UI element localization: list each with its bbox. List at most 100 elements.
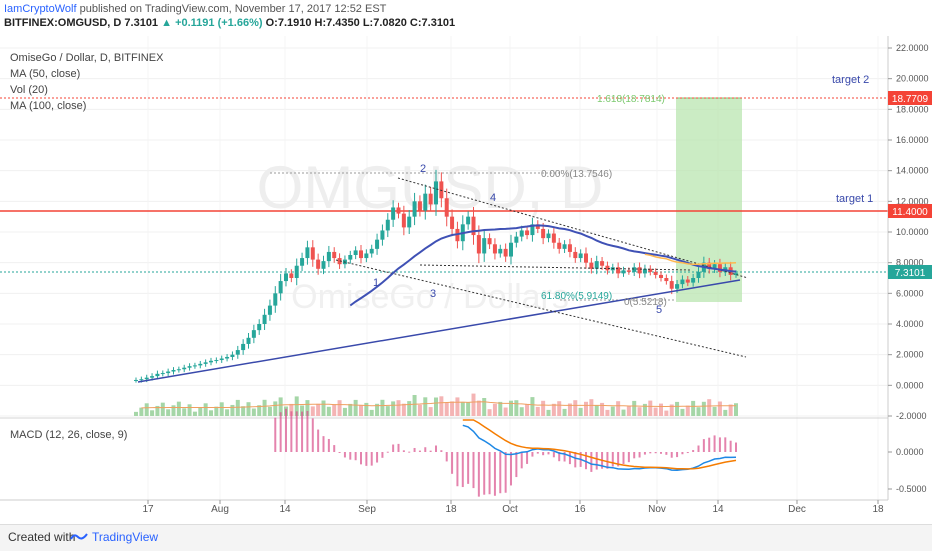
candle-body[interactable]: [444, 198, 449, 217]
candle-body[interactable]: [476, 235, 481, 254]
candle-body[interactable]: [653, 271, 658, 275]
candle-body[interactable]: [182, 367, 187, 370]
candle-body[interactable]: [396, 207, 401, 214]
candle-body[interactable]: [257, 324, 262, 331]
candle-body[interactable]: [241, 343, 246, 351]
candle-body[interactable]: [139, 379, 144, 381]
candle-body[interactable]: [439, 181, 444, 199]
candle-body[interactable]: [434, 181, 438, 205]
candle-body[interactable]: [337, 258, 342, 265]
candle-body[interactable]: [487, 238, 492, 245]
candle-body[interactable]: [353, 250, 358, 255]
candle-body[interactable]: [659, 274, 663, 278]
candle-body[interactable]: [584, 253, 588, 263]
candle-body[interactable]: [567, 244, 572, 252]
price-axis[interactable]: 22.0000 20.0000 18.0000 16.0000 14.0000 12.00…: [888, 43, 929, 421]
macd-axis[interactable]: 0.0000 -0.5000: [888, 447, 927, 494]
candle-body[interactable]: [369, 248, 374, 254]
ma50-line[interactable]: [349, 224, 737, 307]
candle-body[interactable]: [734, 273, 738, 275]
time-axis[interactable]: 17 Aug 14 Sep 18 Oct 16 Nov 14 Dec 18: [142, 500, 884, 515]
candle-body[interactable]: [348, 255, 353, 260]
candle-body[interactable]: [198, 363, 203, 366]
candle-body[interactable]: [535, 224, 540, 229]
candle-body[interactable]: [278, 281, 283, 294]
ma100-line[interactable]: [644, 253, 737, 266]
candle-body[interactable]: [214, 360, 219, 362]
candle-body[interactable]: [219, 358, 224, 361]
candle-body[interactable]: [605, 265, 610, 271]
candle-body[interactable]: [391, 207, 396, 220]
legend-macd[interactable]: MACD (12, 26, close, 9): [10, 429, 127, 441]
candle-body[interactable]: [450, 216, 455, 229]
candle-body[interactable]: [187, 366, 192, 368]
candle-body[interactable]: [310, 247, 315, 260]
candle-body[interactable]: [530, 224, 535, 236]
upper-channel-line[interactable]: [397, 177, 749, 279]
candle-body[interactable]: [675, 284, 680, 289]
candle-body[interactable]: [589, 262, 594, 269]
candle-body[interactable]: [514, 236, 519, 243]
candle-body[interactable]: [359, 250, 363, 259]
candle-body[interactable]: [616, 267, 621, 274]
candle-body[interactable]: [134, 379, 138, 381]
candle-body[interactable]: [471, 216, 476, 236]
candle-body[interactable]: [423, 193, 428, 211]
tradingview-link[interactable]: TradingView: [92, 530, 159, 544]
candle-body[interactable]: [648, 268, 653, 272]
candle-body[interactable]: [385, 219, 390, 231]
candle-body[interactable]: [176, 369, 181, 371]
candle-body[interactable]: [246, 337, 251, 344]
candle-body[interactable]: [225, 356, 230, 359]
candle-body[interactable]: [144, 377, 149, 380]
candle-body[interactable]: [691, 278, 696, 283]
candle-body[interactable]: [375, 239, 380, 249]
candle-body[interactable]: [235, 350, 240, 355]
candle-body[interactable]: [267, 305, 272, 315]
candle-body[interactable]: [203, 362, 208, 364]
candle-body[interactable]: [289, 273, 294, 278]
chart-frame[interactable]: OMGUSD, D OmiseGo / Dollars target 2 tar…: [0, 36, 932, 524]
candle-body[interactable]: [621, 270, 626, 274]
candle-body[interactable]: [209, 360, 213, 363]
candle-body[interactable]: [417, 201, 422, 211]
candle-body[interactable]: [326, 251, 331, 262]
candle-body[interactable]: [637, 267, 642, 274]
price-chart[interactable]: OMGUSD, D OmiseGo / Dollars target 2 tar…: [0, 36, 932, 524]
candle-body[interactable]: [707, 262, 712, 269]
author-link[interactable]: IamCryptoWolf: [4, 3, 77, 15]
candle-body[interactable]: [305, 247, 310, 259]
candle-body[interactable]: [150, 376, 155, 378]
candle-body[interactable]: [192, 365, 197, 367]
candle-body[interactable]: [546, 233, 551, 239]
candle-body[interactable]: [300, 258, 305, 266]
candle-body[interactable]: [717, 264, 722, 272]
candle-body[interactable]: [519, 230, 524, 237]
candle-body[interactable]: [262, 314, 267, 324]
candle-body[interactable]: [600, 261, 605, 266]
candle-body[interactable]: [525, 230, 530, 236]
candle-body[interactable]: [626, 270, 631, 272]
candle-body[interactable]: [632, 267, 637, 272]
candle-body[interactable]: [316, 259, 321, 269]
support-trendline[interactable]: [137, 279, 741, 383]
candle-body[interactable]: [509, 242, 513, 257]
candle-body[interactable]: [428, 193, 433, 205]
candle-body[interactable]: [160, 373, 165, 375]
candle-body[interactable]: [230, 354, 235, 357]
candle-body[interactable]: [412, 201, 417, 217]
candle-body[interactable]: [466, 216, 471, 225]
candle-body[interactable]: [664, 278, 669, 282]
candle-body[interactable]: [294, 265, 299, 278]
candle-body[interactable]: [557, 242, 562, 249]
legend-ma100[interactable]: MA (100, close): [10, 100, 86, 112]
candle-body[interactable]: [578, 253, 583, 259]
candle-body[interactable]: [251, 330, 256, 338]
candle-body[interactable]: [562, 244, 567, 249]
candle-body[interactable]: [171, 370, 176, 372]
candle-body[interactable]: [284, 273, 288, 282]
candle-body[interactable]: [685, 279, 690, 283]
candle-body[interactable]: [155, 373, 160, 377]
candle-body[interactable]: [273, 293, 278, 306]
candle-body[interactable]: [482, 238, 487, 254]
